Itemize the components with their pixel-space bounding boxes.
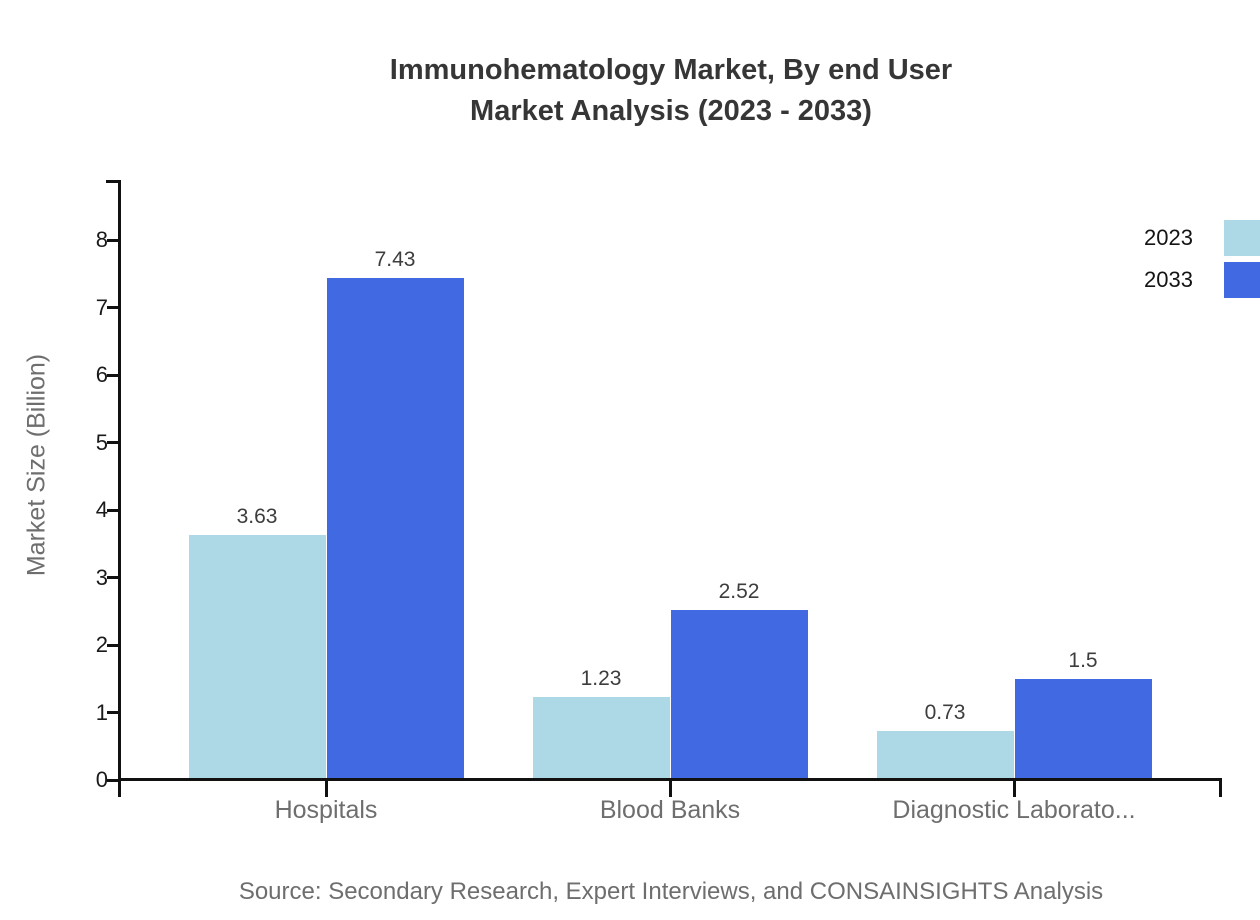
bar-2033 <box>326 278 464 780</box>
y-tick <box>107 306 120 309</box>
legend-swatch <box>1224 220 1260 256</box>
y-tick <box>107 238 120 242</box>
category-label: Hospitals <box>274 796 378 824</box>
source-note: Source: Secondary Research, Expert Inter… <box>238 878 1104 905</box>
x-axis-line <box>118 778 1222 781</box>
y-tick <box>107 373 120 377</box>
chart-title: Immunohematology Market, By end User Mar… <box>120 50 1222 132</box>
y-tick-label: 6 <box>95 362 108 387</box>
x-axis-end-cap <box>1219 778 1222 797</box>
bar-value-label: 3.63 <box>236 504 278 528</box>
bar-2023 <box>532 696 670 780</box>
y-tick-label: 7 <box>95 294 108 320</box>
y-tick-label: 2 <box>95 632 108 657</box>
y-axis-top-cap <box>106 180 121 183</box>
bar-value-label: 7.43 <box>374 248 416 272</box>
bar-value-label: 2.52 <box>718 579 760 603</box>
bar-2033 <box>1014 678 1152 780</box>
bar-value-label: 0.73 <box>924 700 966 724</box>
y-tick <box>107 508 120 512</box>
category-label: Blood Banks <box>599 796 741 824</box>
bar-2023 <box>188 534 326 780</box>
y-tick-label: 1 <box>95 699 108 725</box>
y-axis-line <box>118 180 121 797</box>
bar-value-label: 1.23 <box>580 666 622 690</box>
y-tick-label: 3 <box>95 564 108 590</box>
chart-title-line1: Immunohematology Market, By end User <box>389 54 953 86</box>
category-label: Diagnostic Laborato... <box>892 796 1136 824</box>
y-tick <box>107 576 120 579</box>
y-tick <box>107 441 120 444</box>
y-tick <box>107 643 120 647</box>
legend-swatch <box>1224 262 1260 298</box>
chart-title-line2: Market Analysis (2023 - 2033) <box>470 95 872 127</box>
y-tick-label: 5 <box>95 429 108 455</box>
legend-label: 2023 <box>1144 225 1193 250</box>
y-tick-label: 8 <box>95 227 108 252</box>
legend-label: 2033 <box>1144 267 1193 292</box>
bar-2033 <box>670 609 808 780</box>
bar-value-label: 1.5 <box>1068 648 1098 672</box>
y-tick <box>107 711 120 714</box>
category-tick <box>1012 780 1016 797</box>
category-tick <box>668 780 672 797</box>
y-tick-label: 0 <box>95 767 108 792</box>
y-tick <box>107 778 120 782</box>
y-tick-label: 4 <box>95 497 108 522</box>
bar-2023 <box>876 730 1014 780</box>
category-tick <box>324 780 328 797</box>
